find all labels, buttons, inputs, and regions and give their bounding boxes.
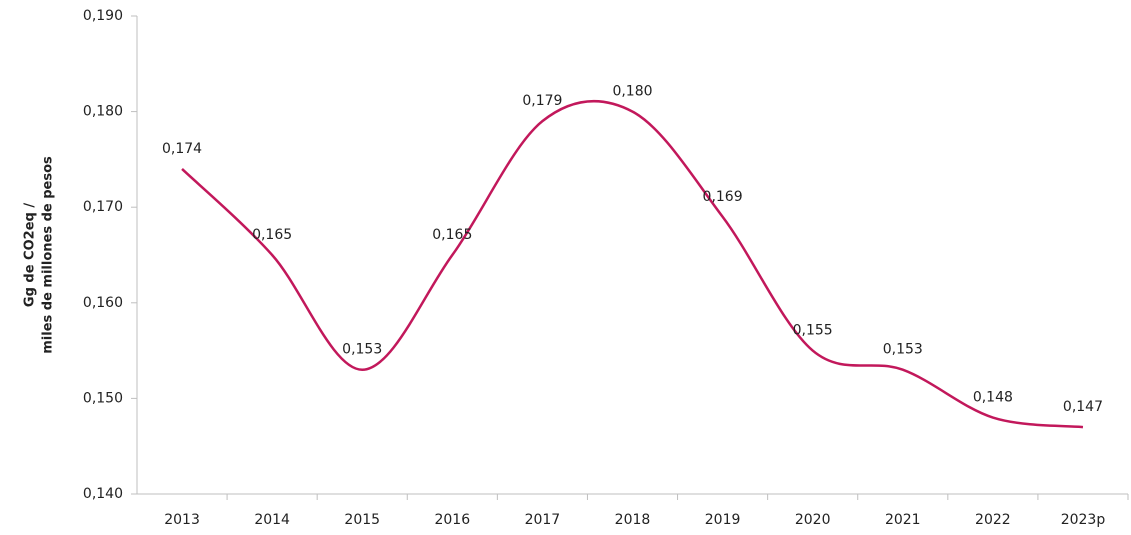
x-tick-label: 2016 [434, 512, 470, 528]
x-tick-label: 2020 [795, 512, 831, 528]
data-label: 0,180 [612, 84, 652, 100]
x-tick-label: 2015 [344, 512, 380, 528]
x-tick-label: 2022 [975, 512, 1011, 528]
y-tick-label: 0,160 [83, 295, 123, 311]
data-label: 0,147 [1063, 399, 1103, 415]
x-tick-label: 2014 [254, 512, 290, 528]
x-tick-label: 2021 [885, 512, 921, 528]
data-label: 0,169 [703, 189, 743, 205]
x-tick-label: 2023p [1061, 512, 1106, 528]
data-label: 0,165 [252, 227, 292, 243]
line [181, 99, 1084, 429]
x-tick-label: 2013 [164, 512, 200, 528]
data-label: 0,153 [883, 342, 923, 358]
data-label: 0,179 [522, 93, 562, 109]
y-tick-label: 0,170 [83, 199, 123, 215]
y-tick-label: 0,190 [83, 8, 123, 24]
data-label: 0,165 [432, 227, 472, 243]
data-label: 0,174 [162, 141, 202, 157]
y-tick-label: 0,140 [83, 486, 123, 502]
y-axis-title: miles de millones de pesos [41, 156, 56, 354]
x-tick-label: 2017 [525, 512, 561, 528]
y-tick-label: 0,180 [83, 104, 123, 120]
data-label: 0,155 [793, 323, 833, 339]
data-label: 0,153 [342, 342, 382, 358]
data-label: 0,148 [973, 390, 1013, 406]
y-tick-label: 0,150 [83, 390, 123, 406]
x-tick-label: 2019 [705, 512, 741, 528]
x-tick-label: 2018 [615, 512, 651, 528]
y-axis-title: Gg de CO2eq / [23, 203, 38, 307]
